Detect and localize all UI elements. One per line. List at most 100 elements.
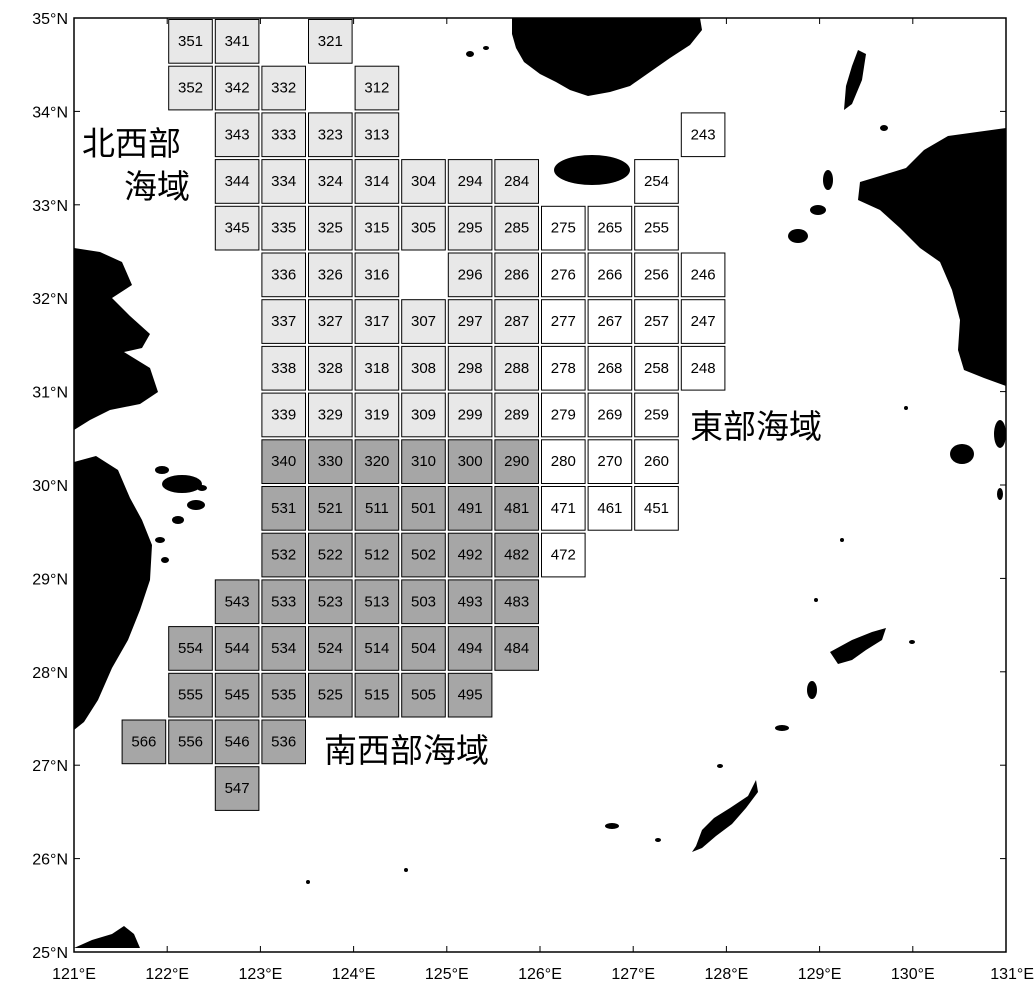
- grid-cell-label: 289: [504, 406, 529, 423]
- map-frame: 121°E 122°E 123°E 124°E 125°E 126°E 127°E 128°E…: [32, 11, 1034, 983]
- grid-cell-label: 254: [644, 173, 669, 190]
- grid-cell-box: [308, 579, 353, 625]
- grid-cell-box: [587, 439, 633, 484]
- grid-cell-label: 246: [691, 266, 716, 283]
- grid-cell-label: 321: [318, 33, 343, 50]
- grid-cell: 287: [494, 299, 539, 344]
- grid-cell-label: 535: [271, 687, 296, 704]
- grid-cell: 315: [354, 205, 400, 251]
- grid-cell: 258: [634, 345, 679, 391]
- grid-cell: 514: [354, 626, 400, 671]
- x-tick-label: 131°E: [990, 966, 1034, 983]
- grid-cell: 266: [587, 252, 633, 298]
- grid-cell-label: 344: [225, 173, 250, 190]
- grid-cell-label: 511: [365, 500, 389, 517]
- region-label-east: 東部海域: [690, 407, 822, 446]
- grid-cell-label: 299: [458, 406, 483, 423]
- grid-cell: 297: [447, 299, 493, 344]
- grid-cell-box: [354, 532, 400, 578]
- grid-cell-box: [401, 486, 446, 531]
- grid-cell: 280: [541, 439, 586, 484]
- grid-cell: 327: [308, 299, 353, 344]
- grid-cell: 260: [634, 439, 679, 484]
- y-tick-label: 28°N: [32, 665, 68, 682]
- grid-cell-label: 556: [178, 733, 203, 750]
- grid-cell-box: [401, 205, 446, 251]
- y-tick-label: 34°N: [32, 104, 68, 121]
- grid-cell: 246: [680, 252, 726, 298]
- grid-cell-label: 521: [318, 500, 343, 517]
- grid-cell-box: [447, 439, 493, 484]
- grid-cell-box: [354, 486, 400, 531]
- taiwan-tip: [74, 926, 140, 948]
- grid-cell-box: [261, 719, 306, 765]
- grid-cell-box: [308, 439, 353, 484]
- grid-cell: 521: [308, 486, 353, 531]
- grid-cell-label: 502: [411, 547, 436, 564]
- grid-cell: 543: [214, 579, 260, 625]
- grid-cell-label: 319: [364, 406, 389, 423]
- y-tick-label: 35°N: [32, 11, 68, 28]
- grid-cell-box: [494, 486, 539, 531]
- grid-cell: 494: [447, 626, 493, 671]
- grid-cell: 492: [447, 532, 493, 578]
- grid-cell-box: [308, 486, 353, 531]
- grid-cell-box: [494, 299, 539, 344]
- grid-cell: 323: [308, 112, 353, 158]
- grid-cell-label: 247: [691, 313, 716, 330]
- grid-cell-label: 491: [458, 500, 483, 517]
- grid-cell-label: 546: [225, 733, 250, 750]
- grid-cell-label: 514: [364, 640, 389, 657]
- grid-cell-box: [168, 672, 213, 718]
- grid-cell-box: [494, 626, 539, 671]
- land-masses: [74, 18, 1006, 948]
- grid-cell: 305: [401, 205, 446, 251]
- grid-cell-label: 343: [225, 126, 250, 143]
- grid-cell-label: 267: [597, 313, 622, 330]
- grid-cell-box: [587, 205, 633, 251]
- grid-cell: 342: [214, 65, 260, 111]
- grid-cell: 345: [214, 205, 260, 251]
- grid-cell-label: 501: [411, 500, 436, 517]
- grid-cell: 547: [214, 766, 260, 811]
- grid-cell: 286: [494, 252, 539, 298]
- grid-cell-box: [308, 532, 353, 578]
- grid-cell-box: [447, 532, 493, 578]
- grid-cell: 298: [447, 345, 493, 391]
- grid-cell-box: [401, 392, 446, 438]
- grid-cell-box: [634, 439, 679, 484]
- grid-cell: 481: [494, 486, 539, 531]
- x-tick-label: 122°E: [145, 966, 189, 983]
- grid-cell: 352: [168, 65, 213, 111]
- grid-cell-label: 324: [318, 173, 343, 190]
- grid-cell: 255: [634, 205, 679, 251]
- grid-cell-box: [308, 672, 353, 718]
- x-tick-label: 127°E: [611, 966, 655, 983]
- grid-cell-label: 269: [597, 406, 622, 423]
- x-tick-label: 130°E: [891, 966, 935, 983]
- grid-cell-box: [494, 345, 539, 391]
- grid-cell-label: 294: [458, 173, 483, 190]
- y-tick-label: 26°N: [32, 852, 68, 869]
- grid-cell: 495: [447, 672, 493, 718]
- grid-cell: 277: [541, 299, 586, 344]
- grid-cell-label: 296: [458, 266, 483, 283]
- grid-cell-label: 481: [504, 500, 529, 517]
- grid-cell-label: 305: [411, 220, 436, 237]
- grid-cell-box: [354, 439, 400, 484]
- grid-cell: 340: [261, 439, 306, 484]
- grid-cell-label: 531: [271, 500, 296, 517]
- grid-cell-label: 543: [225, 593, 250, 610]
- grid-cell-label: 522: [318, 547, 343, 564]
- grid-cell: 522: [308, 532, 353, 578]
- grid-cell: 269: [587, 392, 633, 438]
- grid-cell-label: 451: [644, 500, 669, 517]
- grid-cell-box: [308, 252, 353, 298]
- grid-cell-label: 259: [644, 406, 669, 423]
- grid-cell-box: [541, 392, 586, 438]
- grid-cell: 531: [261, 486, 306, 531]
- grid-cell-box: [634, 299, 679, 344]
- grid-cell-box: [261, 159, 306, 204]
- grid-cell: 318: [354, 345, 400, 391]
